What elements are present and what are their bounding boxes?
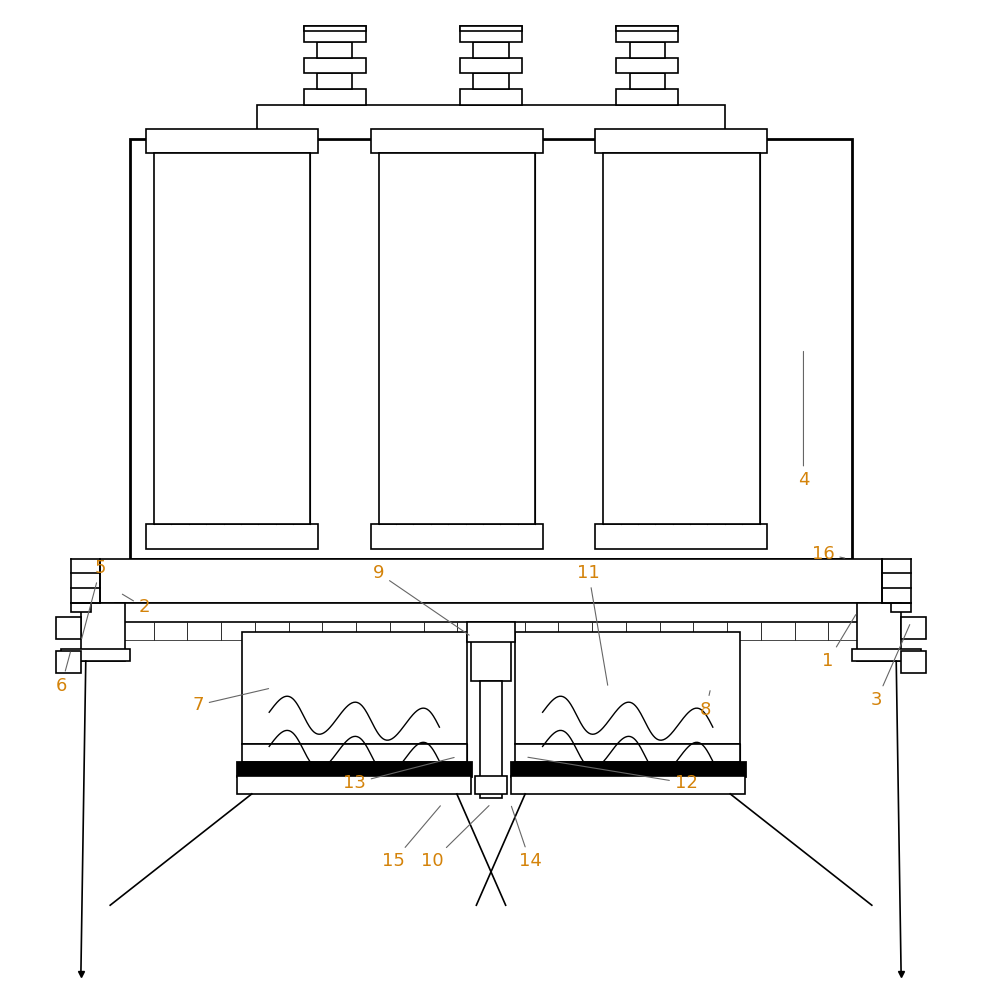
Text: 12: 12 [528,757,698,792]
Bar [629,73,665,89]
Bar [595,129,767,153]
Bar [460,26,522,42]
Bar [524,622,559,640]
Bar [256,105,726,139]
Bar [616,58,679,73]
Text: 15: 15 [382,806,440,870]
Text: 3: 3 [871,625,909,709]
Bar [857,603,901,661]
Bar [237,776,471,794]
Text: 4: 4 [797,351,809,489]
Text: 2: 2 [123,594,150,616]
Text: 11: 11 [577,564,608,685]
Bar [146,524,318,549]
Bar [460,58,522,73]
Bar [794,622,829,640]
Bar [473,42,509,58]
Bar [616,26,679,31]
Bar [303,26,366,42]
Bar [511,776,745,794]
Bar [371,129,543,153]
Bar [289,622,322,640]
Bar [480,681,502,798]
Bar [120,622,153,640]
Text: 1: 1 [822,615,855,670]
Bar [237,762,471,776]
Bar [901,651,925,673]
Text: 9: 9 [373,564,469,635]
Bar [616,89,679,105]
Bar [660,622,693,640]
Bar [303,26,366,31]
Bar [153,622,188,640]
Bar [829,622,862,640]
Bar [466,622,516,642]
Bar [57,651,81,673]
Bar [511,762,745,776]
Bar [516,744,740,762]
Bar [303,58,366,73]
Bar [423,622,458,640]
Bar [81,603,125,661]
Bar [616,26,679,42]
Bar [473,73,509,89]
Bar [317,42,353,58]
Bar [603,153,759,524]
Bar [626,622,660,640]
Bar [115,603,867,622]
Bar [255,622,289,640]
Bar [460,89,522,105]
Text: 13: 13 [343,757,454,792]
Bar [371,524,543,549]
Text: 8: 8 [700,691,712,719]
Bar [379,153,535,524]
Bar [303,89,366,105]
Bar [592,622,626,640]
Bar [154,153,310,524]
Bar [559,622,592,640]
Bar [471,627,511,681]
Bar [460,26,522,31]
Bar [892,603,911,612]
Bar [475,776,507,794]
Text: 7: 7 [192,689,269,714]
Text: 5: 5 [82,559,106,639]
Bar [852,649,921,661]
Bar [221,622,255,640]
Bar [629,42,665,58]
Bar [146,129,318,153]
Bar [61,649,130,661]
Bar [356,622,390,640]
Bar [761,622,794,640]
Bar [317,73,353,89]
Bar [242,632,466,744]
Text: 10: 10 [421,806,489,870]
Bar [516,632,740,744]
Bar [57,617,81,639]
Text: 6: 6 [56,652,71,695]
Bar [322,622,356,640]
Bar [693,622,727,640]
Bar [491,622,524,640]
Bar [595,524,767,549]
Bar [71,603,90,612]
Bar [130,139,852,559]
Bar [242,744,466,762]
Text: 16: 16 [811,545,845,563]
Bar [458,622,491,640]
Bar [901,617,925,639]
Text: 14: 14 [512,806,541,870]
Bar [390,622,423,640]
Bar [727,622,761,640]
Bar [188,622,221,640]
Bar [100,559,882,603]
